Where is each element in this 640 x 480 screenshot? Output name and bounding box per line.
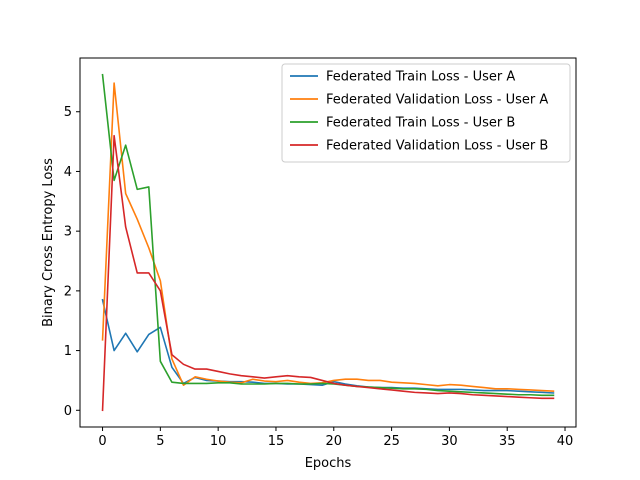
legend-label: Federated Train Loss - User B [326,116,515,131]
x-tick-label: 15 [268,434,285,449]
y-axis-label: Binary Cross Entropy Loss [41,158,56,327]
legend: Federated Train Loss - User A Federated V… [281,63,571,163]
x-tick-label: 25 [383,434,400,449]
x-tick-label: 5 [156,434,164,449]
axes-frame [79,57,577,428]
x-tick-label: 10 [210,434,227,449]
series-line-3 [101,73,555,397]
y-tick-label: 5 [64,105,72,120]
legend-label: Federated Validation Loss - User A [326,93,548,108]
legend-label: Federated Validation Loss - User B [326,139,548,154]
series-layer [101,73,555,412]
series-line-4 [101,134,555,412]
y-tick-label: 1 [64,344,72,359]
legend-box [281,63,571,163]
y-axis: 0 1 2 3 4 5 [64,105,80,419]
y-tick-label: 0 [64,404,72,419]
x-axis: 0 5 10 15 20 25 30 35 40 [98,427,573,449]
x-axis-label: Epochs [305,456,352,471]
y-tick-label: 2 [64,284,72,299]
x-tick-label: 0 [98,434,106,449]
y-tick-label: 4 [64,165,72,180]
x-tick-label: 35 [499,434,516,449]
y-tick-label: 3 [64,225,72,240]
x-tick-label: 30 [441,434,458,449]
x-tick-label: 40 [557,434,574,449]
x-tick-label: 20 [326,434,343,449]
legend-label: Federated Train Loss - User A [326,70,515,85]
